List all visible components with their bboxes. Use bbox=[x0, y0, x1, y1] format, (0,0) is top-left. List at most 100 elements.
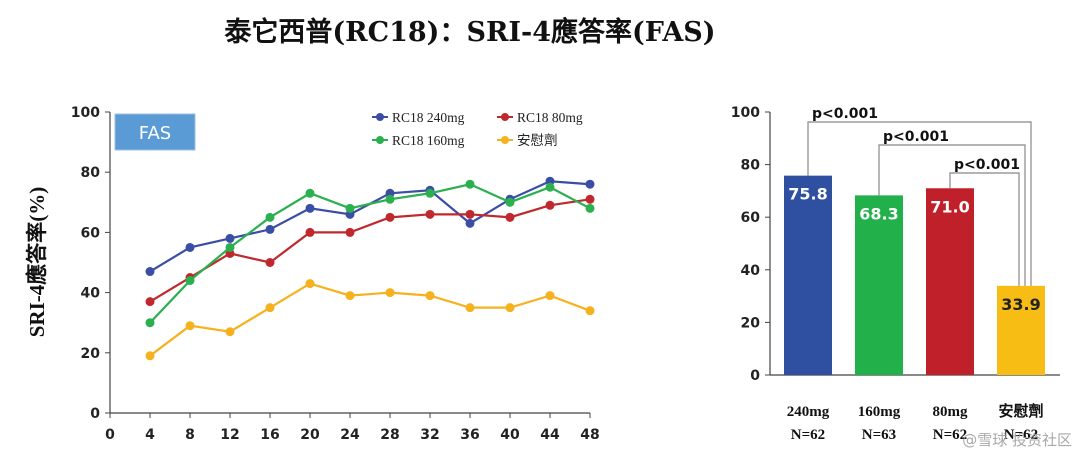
data-point bbox=[145, 267, 155, 277]
data-point bbox=[145, 297, 155, 307]
fas-badge-label: FAS bbox=[139, 123, 171, 144]
x-tick-label: 36 bbox=[460, 427, 479, 443]
y-tick-label: 40 bbox=[81, 286, 101, 302]
data-point bbox=[465, 303, 475, 313]
data-point bbox=[505, 303, 515, 313]
legend-swatch-marker bbox=[501, 113, 509, 121]
bar-y-tick-label: 40 bbox=[741, 263, 761, 279]
x-tick-label: 32 bbox=[420, 427, 439, 443]
y-tick-label: 60 bbox=[81, 225, 101, 241]
bar-y-tick-label: 0 bbox=[750, 368, 760, 384]
legend-label: RC18 240mg bbox=[392, 110, 465, 125]
data-point bbox=[305, 203, 315, 213]
data-point bbox=[265, 258, 275, 267]
data-point bbox=[185, 321, 195, 331]
data-point bbox=[305, 227, 315, 237]
data-point bbox=[225, 327, 235, 337]
data-point bbox=[425, 291, 435, 301]
bar-value-label: 68.3 bbox=[859, 204, 898, 223]
data-point bbox=[345, 227, 355, 237]
bar-value-label: 33.9 bbox=[1001, 295, 1040, 314]
bar-y-tick-label: 100 bbox=[731, 105, 760, 121]
data-point bbox=[185, 242, 195, 252]
legend-swatch-marker bbox=[376, 136, 384, 144]
legend-swatch-marker bbox=[376, 113, 384, 121]
data-point bbox=[225, 242, 235, 252]
x-tick-label: 4 bbox=[145, 427, 155, 443]
bar-n-label: N=63 bbox=[862, 427, 896, 443]
legend-label: RC18 160mg bbox=[392, 133, 465, 148]
significance-label: p<0.001 bbox=[812, 106, 878, 122]
bar-category-label: 160mg bbox=[858, 404, 901, 420]
data-point bbox=[145, 351, 155, 361]
legend-swatch-marker bbox=[501, 136, 509, 144]
data-point bbox=[385, 194, 395, 204]
significance-bracket bbox=[949, 172, 1020, 286]
page-title: 泰它西普(RC18)：SRI-4應答率(FAS) bbox=[224, 17, 716, 48]
data-point bbox=[345, 203, 355, 213]
data-point bbox=[585, 306, 595, 316]
data-point bbox=[545, 182, 555, 192]
y-tick-label: 80 bbox=[81, 165, 101, 181]
significance-bracket bbox=[878, 144, 1026, 286]
data-point bbox=[265, 212, 275, 222]
data-point bbox=[545, 291, 555, 301]
legend-label: 安慰劑 bbox=[517, 132, 558, 148]
data-point bbox=[465, 209, 475, 219]
significance-label: p<0.001 bbox=[883, 129, 949, 145]
x-tick-label: 20 bbox=[300, 427, 320, 443]
data-point bbox=[265, 224, 275, 234]
x-tick-label: 12 bbox=[220, 427, 239, 443]
bar-y-tick-label: 60 bbox=[741, 210, 761, 226]
bar bbox=[926, 188, 974, 375]
bar-value-label: 71.0 bbox=[930, 197, 969, 216]
fas-badge: FAS bbox=[114, 113, 196, 151]
data-point bbox=[425, 188, 435, 198]
series-line bbox=[149, 183, 591, 324]
legend-label: RC18 80mg bbox=[517, 110, 583, 125]
data-point bbox=[385, 212, 395, 222]
x-tick-label: 16 bbox=[260, 427, 279, 443]
bar-y-tick-label: 80 bbox=[741, 158, 761, 174]
x-tick-label: 28 bbox=[380, 427, 399, 443]
x-tick-label: 24 bbox=[340, 427, 360, 443]
series-line bbox=[149, 282, 591, 357]
significance-label: p<0.001 bbox=[954, 157, 1020, 173]
data-point bbox=[585, 179, 595, 189]
bar-n-label: N=62 bbox=[791, 427, 825, 443]
data-point bbox=[345, 291, 355, 301]
significance-bracket bbox=[807, 121, 1032, 286]
data-point bbox=[505, 212, 515, 222]
x-tick-label: 0 bbox=[105, 427, 115, 443]
data-point bbox=[465, 179, 475, 189]
y-axis-label: SRI-4應答率(%) bbox=[25, 187, 49, 338]
x-tick-label: 48 bbox=[580, 427, 599, 443]
watermark-text: @雪球 投资社区 bbox=[962, 431, 1072, 449]
bar-category-label: 安慰劑 bbox=[998, 402, 1043, 420]
data-point bbox=[145, 318, 155, 328]
bar bbox=[784, 175, 832, 375]
bar-y-tick-label: 20 bbox=[741, 315, 761, 331]
y-tick-label: 20 bbox=[81, 346, 101, 362]
bar-category-label: 80mg bbox=[933, 404, 968, 420]
data-point bbox=[305, 188, 315, 198]
data-point bbox=[305, 279, 315, 289]
data-point bbox=[425, 209, 435, 219]
y-tick-label: 0 bbox=[90, 406, 100, 422]
x-tick-label: 44 bbox=[540, 427, 560, 443]
data-point bbox=[225, 233, 235, 243]
data-point bbox=[505, 197, 515, 207]
x-tick-label: 8 bbox=[185, 427, 195, 443]
bar bbox=[997, 285, 1045, 375]
data-point bbox=[585, 194, 595, 204]
data-point bbox=[465, 218, 475, 228]
data-point bbox=[265, 303, 275, 313]
data-point bbox=[185, 276, 195, 286]
fas-badge-box bbox=[114, 113, 196, 151]
y-tick-label: 100 bbox=[71, 105, 100, 121]
bar-value-label: 75.8 bbox=[788, 185, 827, 204]
x-tick-label: 40 bbox=[500, 427, 520, 443]
data-point bbox=[385, 288, 395, 298]
series-line bbox=[149, 198, 591, 303]
